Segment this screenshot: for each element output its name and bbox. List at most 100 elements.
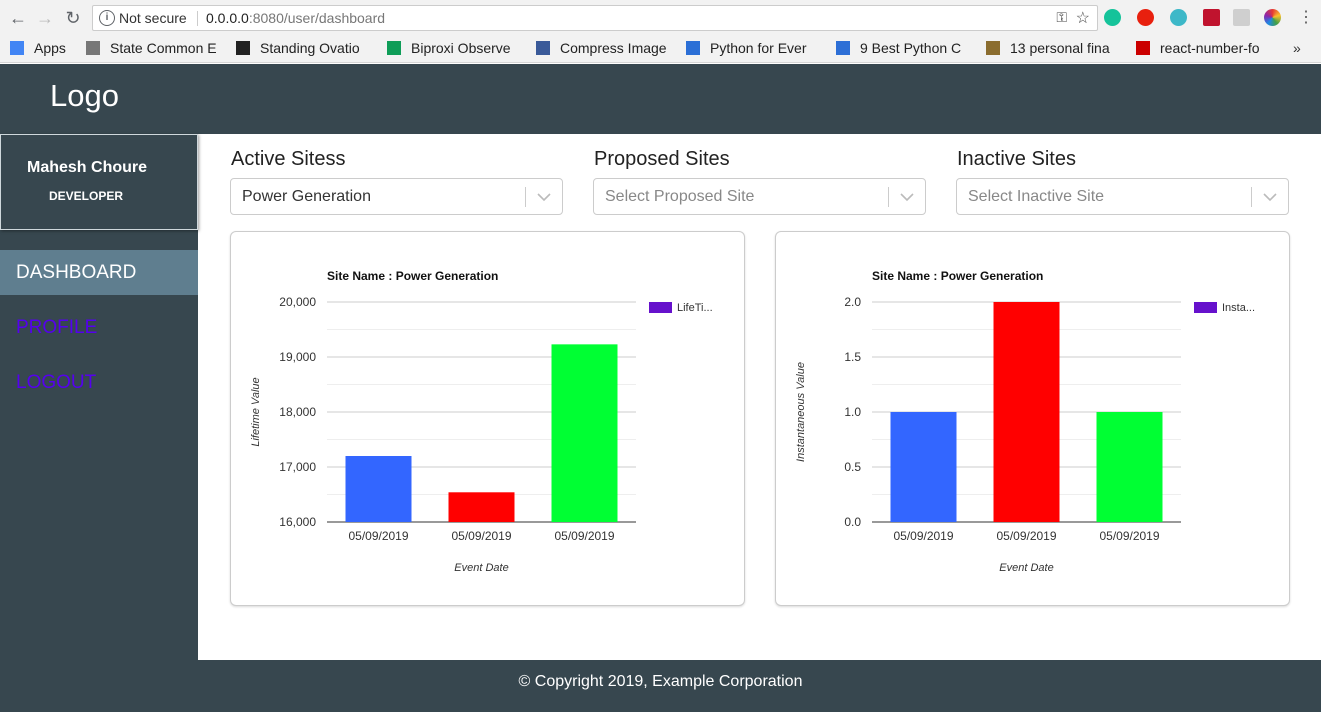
select-divider: [888, 187, 889, 207]
bookmark-item[interactable]: 9 Best Python C: [836, 40, 968, 59]
y-tick-label: 0.0: [844, 515, 861, 529]
y-tick-label: 16,000: [279, 515, 316, 529]
apps-grid-icon: [10, 41, 24, 55]
extension-icon[interactable]: [1233, 9, 1250, 26]
y-tick-label: 20,000: [279, 295, 316, 309]
y-tick-label: 17,000: [279, 460, 316, 474]
active-sites-value: Power Generation: [242, 188, 371, 205]
extension-icon[interactable]: [1170, 9, 1187, 26]
y-tick-label: 0.5: [844, 460, 861, 474]
select-divider: [1251, 187, 1252, 207]
lifetime-bar-chart: Site Name : Power Generation 16,000 17,000…: [250, 269, 713, 574]
bar: [345, 456, 412, 522]
lifetime-chart-card: Site Name : Power Generation 16,000 17,000…: [230, 231, 745, 606]
proposed-sites-select[interactable]: Select Proposed Site: [593, 178, 926, 215]
bookmarks-more-icon[interactable]: »: [1293, 40, 1301, 56]
bar: [551, 344, 618, 522]
y-tick-label: 1.0: [844, 405, 861, 419]
bookmark-label: 9 Best Python C: [860, 40, 962, 56]
y-axis-title: Instantaneous Value: [795, 362, 807, 462]
legend-label: LifeTi...: [677, 302, 713, 314]
active-sites-label: Active Sitess: [231, 148, 346, 170]
bookmark-label: react-number-fo: [1160, 40, 1260, 56]
bookmark-item[interactable]: 13 personal fina: [986, 40, 1118, 59]
url-text[interactable]: 0.0.0.0:8080/user/dashboard: [206, 10, 386, 26]
footer: © Copyright 2019, Example Corporation: [0, 660, 1321, 712]
legend-swatch: [649, 302, 672, 313]
bookmark-item[interactable]: Apps: [10, 40, 80, 59]
x-tick-label: 05/09/2019: [451, 529, 511, 543]
bookmark-label: Biproxi Observe: [411, 40, 511, 56]
bar: [890, 412, 957, 522]
chevron-down-icon[interactable]: [1263, 192, 1277, 202]
npm-icon: [1136, 41, 1150, 55]
browser-menu-icon[interactable]: ⋮: [1298, 9, 1314, 26]
x-tick-label: 05/09/2019: [893, 529, 953, 543]
info-icon[interactable]: i: [99, 10, 115, 26]
bookmark-label: Standing Ovatio: [260, 40, 360, 56]
chart-title: Site Name : Power Generation: [327, 269, 498, 283]
address-bar[interactable]: i Not secure 0.0.0.0:8080/user/dashboard…: [92, 5, 1098, 31]
active-sites-select[interactable]: Power Generation: [230, 178, 563, 215]
key-icon[interactable]: ⚿: [1056, 9, 1067, 25]
bookmark-item[interactable]: Biproxi Observe: [387, 40, 519, 59]
bookmarks-bar: » Apps State Common E Standing Ovatio Bipro…: [0, 36, 1321, 63]
x-tick-label: 05/09/2019: [554, 529, 614, 543]
bookmark-label: 13 personal fina: [1010, 40, 1110, 56]
infinity-icon: [686, 41, 700, 55]
bookmark-label: Compress Image: [560, 40, 667, 56]
y-axis-title: Lifetime Value: [250, 377, 262, 446]
reload-icon[interactable]: ↻: [65, 8, 81, 28]
six-icon: [236, 41, 250, 55]
et-icon: [986, 41, 1000, 55]
bookmark-item[interactable]: react-number-fo: [1136, 40, 1276, 59]
browser-toolbar: ← → ↻ i Not secure 0.0.0.0:8080/user/das…: [0, 0, 1321, 36]
bookmark-star-icon[interactable]: ☆: [1075, 10, 1090, 27]
legend-label: Insta...: [1222, 302, 1255, 314]
proposed-sites-placeholder: Select Proposed Site: [605, 188, 755, 205]
sidebar-item-dashboard[interactable]: DASHBOARD: [0, 250, 198, 295]
sidebar-item-logout[interactable]: LOGOUT: [16, 372, 97, 393]
forward-icon[interactable]: →: [36, 8, 54, 28]
back-icon[interactable]: ←: [9, 8, 27, 28]
sidebar: Mahesh Choure DEVELOPER DASHBOARD PROFIL…: [0, 134, 198, 660]
x-axis-title: Event Date: [999, 562, 1053, 574]
x-axis-title: Event Date: [454, 562, 508, 574]
bar: [448, 492, 515, 522]
user-role: DEVELOPER: [49, 189, 124, 203]
inactive-sites-placeholder: Select Inactive Site: [968, 188, 1105, 205]
dd-icon: [836, 41, 850, 55]
bookmark-item[interactable]: Python for Ever: [686, 40, 818, 59]
bar: [1096, 412, 1163, 522]
y-tick-label: 19,000: [279, 350, 316, 364]
extension-icon[interactable]: [1203, 9, 1220, 26]
proposed-sites-label: Proposed Sites: [594, 148, 730, 170]
copyright-text: © Copyright 2019, Example Corporation: [518, 673, 803, 690]
bookmark-item[interactable]: Compress Image: [536, 40, 668, 59]
chart-title: Site Name : Power Generation: [872, 269, 1043, 283]
y-tick-label: 18,000: [279, 405, 316, 419]
bookmark-label: Python for Ever: [710, 40, 807, 56]
x-tick-label: 05/09/2019: [348, 529, 408, 543]
color-extension-icon[interactable]: [1264, 9, 1281, 26]
x-tick-label: 05/09/2019: [1099, 529, 1159, 543]
select-divider: [525, 187, 526, 207]
address-divider: [197, 11, 198, 26]
instantaneous-chart-card: Site Name : Power Generation 0.0 0.5 1.0 1.5…: [775, 231, 1290, 606]
logo[interactable]: Logo: [50, 78, 119, 113]
profile-card: Mahesh Choure DEVELOPER: [0, 134, 198, 230]
bar: [993, 302, 1060, 522]
bookmark-item[interactable]: State Common E: [86, 40, 218, 59]
sidebar-item-profile[interactable]: PROFILE: [16, 317, 98, 338]
chevron-down-icon[interactable]: [900, 192, 914, 202]
adblock-extension-icon[interactable]: [1137, 9, 1154, 26]
inactive-sites-select[interactable]: Select Inactive Site: [956, 178, 1289, 215]
sheets-icon: [387, 41, 401, 55]
chevron-down-icon[interactable]: [537, 192, 551, 202]
grammarly-extension-icon[interactable]: [1104, 9, 1121, 26]
inactive-sites-label: Inactive Sites: [957, 148, 1076, 170]
instantaneous-bar-chart: Site Name : Power Generation 0.0 0.5 1.0 1.5…: [795, 269, 1255, 574]
bookmark-item[interactable]: Standing Ovatio: [236, 40, 368, 59]
bookmark-label: Apps: [34, 40, 66, 56]
image-icon: [536, 41, 550, 55]
